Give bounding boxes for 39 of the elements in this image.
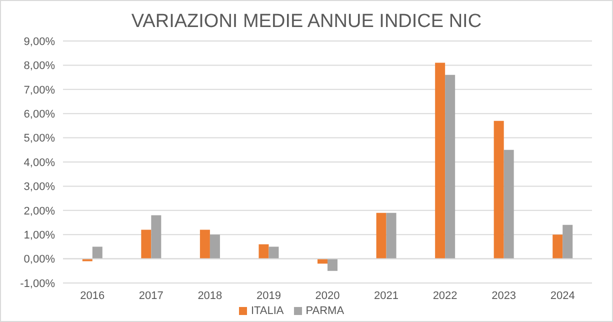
- bar: [562, 224, 573, 259]
- bar: [445, 74, 456, 259]
- y-tick-label: 4,00%: [24, 156, 56, 169]
- x-tick-label: 2016: [80, 290, 105, 302]
- bar: [504, 150, 514, 259]
- chart-title: VARIAZIONI MEDIE ANNUE INDICE NIC: [130, 11, 483, 34]
- bar: [552, 234, 563, 259]
- x-tick-label: 2019: [256, 290, 281, 302]
- bar: [268, 246, 279, 259]
- bar: [258, 244, 269, 259]
- bar: [376, 212, 386, 259]
- bar: [494, 120, 504, 259]
- legend-label: ITALIA: [250, 305, 284, 317]
- y-tick-label: 3,00%: [24, 181, 56, 194]
- bar: [435, 62, 446, 259]
- y-tick-label: 9,00%: [24, 36, 56, 48]
- x-tick-label: 2022: [432, 290, 458, 302]
- x-tick-label: 2021: [374, 290, 399, 302]
- bar: [151, 215, 162, 259]
- bar: [386, 212, 396, 259]
- y-tick-label: 2,00%: [24, 205, 56, 218]
- y-tick-label: 8,00%: [24, 60, 56, 72]
- y-tick-label: 7,00%: [24, 84, 56, 96]
- bar: [200, 230, 210, 259]
- x-tick-label: 2024: [550, 290, 575, 302]
- y-tick-label: 0,00%: [24, 254, 56, 266]
- x-tick-label: 2017: [138, 290, 164, 302]
- bar: [141, 230, 152, 259]
- legend-label: PARMA: [306, 305, 344, 317]
- y-tick-label: 1,00%: [24, 230, 56, 242]
- y-tick-label: 6,00%: [24, 108, 56, 121]
- bar: [210, 234, 220, 259]
- x-tick-label: 2018: [198, 290, 222, 302]
- bar: [328, 258, 338, 271]
- y-tick-label: 5,00%: [24, 132, 56, 145]
- x-tick-label: 2023: [492, 290, 516, 302]
- y-tick-label: -1,00%: [20, 278, 56, 290]
- bar: [92, 246, 102, 259]
- x-tick-label: 2020: [315, 290, 340, 302]
